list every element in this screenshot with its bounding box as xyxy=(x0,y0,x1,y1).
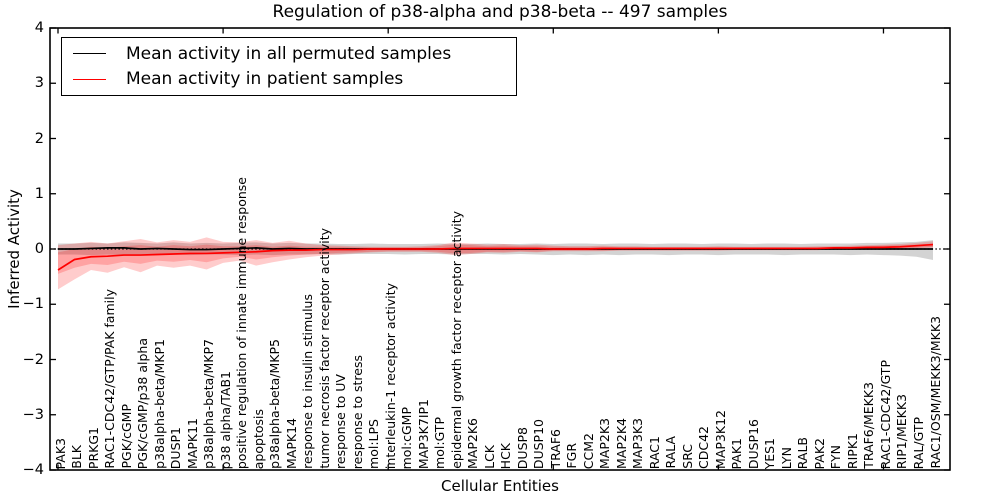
x-tick-label: MAP2K4 xyxy=(613,418,629,469)
x-axis-label: Cellular Entities xyxy=(441,477,559,495)
x-tick-label: TRAF6/MEKK3 xyxy=(861,382,877,469)
x-tick-label: PAK2 xyxy=(811,437,827,469)
x-tick-label: MAP3K3 xyxy=(630,418,646,469)
x-tick-label: mol:LPS xyxy=(366,419,382,469)
x-tick-label: MAPK14 xyxy=(283,418,299,469)
y-tick-label: −3 xyxy=(22,406,44,423)
x-tick-label: FYN xyxy=(828,444,844,469)
x-tick-label: PGK/cGMP/p38 alpha xyxy=(135,337,151,469)
x-tick-label: YES1 xyxy=(762,437,778,469)
x-tick-label: RAC1/OSM/MEKK3/MKK3 xyxy=(927,316,943,469)
x-tick-label: MAPK11 xyxy=(184,418,200,469)
y-tick-label: 2 xyxy=(34,130,44,147)
x-tick-label: DUSP1 xyxy=(168,426,184,469)
y-axis-label: Inferred Activity xyxy=(5,189,23,309)
y-tick-label: −2 xyxy=(22,351,44,368)
x-tick-label: DUSP16 xyxy=(745,418,761,469)
chart-title: Regulation of p38-alpha and p38-beta -- … xyxy=(272,2,728,22)
x-tick-label: MAP3K12 xyxy=(712,410,728,469)
x-tick-label: RALB xyxy=(795,436,811,469)
x-tick-label: RAL/GTP xyxy=(910,416,926,469)
x-tick-label: TRAF6 xyxy=(547,429,563,469)
x-tick-label: RALA xyxy=(663,436,679,469)
x-tick-label: RIPK1 xyxy=(844,432,860,469)
x-tick-label: response to stress xyxy=(349,354,365,469)
x-tick-label: MAP3K7IP1 xyxy=(415,398,431,469)
y-tick-label: −4 xyxy=(22,462,44,478)
x-tick-label: MAP2K3 xyxy=(597,418,613,469)
patient-mean-line xyxy=(57,243,934,271)
x-tick-label: DUSP10 xyxy=(531,418,547,469)
x-tick-label: p38alpha-beta/MKP5 xyxy=(267,339,283,469)
x-tick-label: RAC1-CDC42/GTP xyxy=(877,359,893,469)
x-tick-label: HCK xyxy=(498,442,514,469)
x-tick-label: SRC xyxy=(679,444,695,469)
legend-label-patient: Mean activity in patient samples xyxy=(126,69,404,90)
x-tick-label: tumor necrosis factor receptor activity xyxy=(316,228,332,469)
x-tick-label: apoptosis xyxy=(250,408,266,469)
x-tick-label: PAK3 xyxy=(52,437,68,469)
x-tick-label: positive regulation of innate immune res… xyxy=(234,176,250,469)
legend: Mean activity in all permuted samples Me… xyxy=(61,37,517,96)
x-tick-label: PRKG1 xyxy=(85,426,101,469)
x-tick-label: PGK/cGMP xyxy=(118,404,134,469)
y-tick-label: 4 xyxy=(34,20,44,36)
y-tick-label: −1 xyxy=(22,296,44,313)
x-tick-label: response to UV xyxy=(333,374,349,469)
legend-line-permuted-samples xyxy=(73,53,106,55)
x-tick-label: RAC1 xyxy=(646,435,662,469)
legend-item-patient: Mean activity in patient samples xyxy=(62,69,516,89)
legend-line-patient-samples xyxy=(73,78,106,80)
x-tick-label: p38alpha-beta/MKP1 xyxy=(151,339,167,469)
y-tick-label: 3 xyxy=(34,75,44,92)
x-tick-label: DUSP8 xyxy=(514,426,530,469)
x-tick-label: mol:cGMP xyxy=(399,406,415,469)
permuted-samples-band xyxy=(58,240,933,261)
x-tick-label: LYN xyxy=(778,446,794,469)
x-tick-label: CCM2 xyxy=(580,432,596,469)
x-tick-label: BLK xyxy=(69,445,84,469)
x-tick-label: FGR xyxy=(564,443,580,469)
x-tick-label: p38alpha-beta/MKP7 xyxy=(201,339,217,469)
x-tick-label: CDC42 xyxy=(696,426,712,469)
y-tick-label: 0 xyxy=(34,241,44,257)
x-tick-label: mol:GTP xyxy=(432,417,448,469)
x-tick-label: LCK xyxy=(481,445,497,469)
x-tick-label: MAP2K6 xyxy=(465,418,481,469)
legend-label-permuted: Mean activity in all permuted samples xyxy=(126,43,452,64)
x-tick-label: p38 alpha/TAB1 xyxy=(217,370,233,469)
x-tick-label: PAK1 xyxy=(729,437,745,469)
y-tick-label: 1 xyxy=(34,185,44,202)
x-tick-label: response to insulin stimulus xyxy=(300,294,316,469)
x-tick-label: interleukin-1 receptor activity xyxy=(382,282,398,469)
x-tick-label: epidermal growth factor receptor activit… xyxy=(448,211,464,469)
x-tick-label: RAC1-CDC42/GTP/PAK family xyxy=(102,289,118,469)
x-tick-label: RIP1/MEKK3 xyxy=(894,393,910,469)
legend-item-permuted: Mean activity in all permuted samples xyxy=(62,44,516,64)
